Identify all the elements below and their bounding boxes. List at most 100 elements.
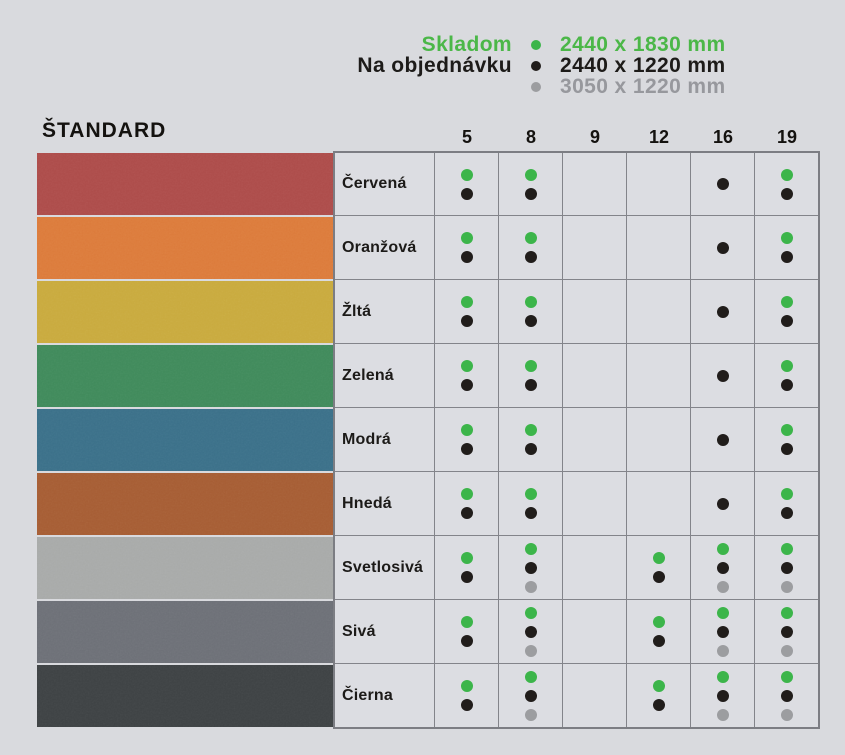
availability-dot-black	[716, 497, 729, 510]
availability-cell	[627, 536, 691, 600]
availability-dot-green	[780, 424, 793, 436]
availability-dot-black	[460, 251, 473, 263]
availability-cell	[563, 152, 627, 216]
availability-dot-black	[780, 443, 793, 455]
swatch-texture	[37, 345, 333, 407]
availability-dot-green	[460, 232, 473, 244]
availability-dot-black	[780, 507, 793, 519]
availability-dot-green	[460, 488, 473, 500]
color-name: Hnedá	[333, 472, 435, 536]
availability-dot-green	[460, 360, 473, 372]
availability-dot-black	[524, 689, 537, 702]
availability-dot-black	[460, 187, 473, 200]
thickness-header: 16	[712, 127, 734, 147]
availability-cell	[435, 536, 499, 600]
availability-cell	[563, 664, 627, 728]
availability-dot-green	[524, 232, 537, 244]
availability-cell	[627, 472, 691, 536]
availability-cell	[499, 600, 563, 664]
color-swatch	[37, 281, 333, 343]
color-name: Sivá	[333, 600, 435, 664]
availability-dot-green	[716, 670, 729, 683]
availability-cell	[691, 664, 755, 728]
availability-cell	[499, 280, 563, 344]
color-swatch	[37, 409, 333, 471]
availability-dot-black	[524, 507, 537, 519]
availability-cell	[499, 664, 563, 728]
availability-dot-black	[780, 379, 793, 391]
swatch-texture	[37, 473, 333, 535]
availability-dot-gray	[524, 644, 537, 657]
availability-cell	[691, 472, 755, 536]
availability-dot-black	[524, 561, 537, 574]
availability-cell	[755, 216, 819, 280]
availability-dot-gray	[716, 644, 729, 657]
availability-dot-green	[524, 670, 537, 683]
swatch-texture	[37, 409, 333, 471]
color-swatch	[37, 217, 333, 279]
swatch-texture	[37, 601, 333, 663]
legend-size-in-stock: 2440 x 1830 mm	[560, 33, 726, 56]
availability-dot-black	[716, 433, 729, 446]
availability-dot-black	[716, 625, 729, 638]
availability-dot-black	[524, 251, 537, 263]
availability-dot-green	[460, 424, 473, 436]
availability-dot-gray	[716, 580, 729, 593]
availability-dot-green	[460, 680, 473, 692]
availability-dot-green	[716, 606, 729, 619]
color-name: Modrá	[333, 408, 435, 472]
thickness-header: 5	[461, 127, 472, 147]
color-swatch	[37, 601, 333, 663]
availability-cell	[755, 152, 819, 216]
availability-cell	[627, 280, 691, 344]
thickness-header: 9	[589, 127, 600, 147]
availability-cell	[691, 344, 755, 408]
availability-dot-gray	[780, 580, 793, 593]
availability-dot-green	[460, 296, 473, 308]
availability-dot-green	[780, 488, 793, 500]
availability-dot-gray	[716, 708, 729, 721]
availability-cell	[691, 600, 755, 664]
availability-dot-green	[524, 542, 537, 555]
availability-dot-black	[780, 689, 793, 702]
availability-cell	[435, 472, 499, 536]
thickness-header: 12	[648, 127, 670, 147]
availability-dot-black	[460, 315, 473, 327]
legend-label-empty	[0, 76, 512, 97]
availability-cell	[755, 280, 819, 344]
availability-dot-green	[460, 552, 473, 564]
color-swatch	[37, 153, 333, 215]
availability-cell	[755, 472, 819, 536]
availability-cell	[499, 408, 563, 472]
availability-cell	[627, 600, 691, 664]
thickness-headers: 5 8 9 12 16 19	[435, 127, 819, 148]
color-name: Zelená	[333, 344, 435, 408]
swatch-texture	[37, 217, 333, 279]
availability-dot-green	[460, 168, 473, 181]
availability-cell	[499, 344, 563, 408]
availability-dot-black	[780, 187, 793, 200]
color-swatch	[37, 345, 333, 407]
availability-cell	[755, 664, 819, 728]
availability-cell	[691, 152, 755, 216]
swatch-texture	[37, 281, 333, 343]
gray-dot-icon	[531, 81, 541, 92]
availability-cell	[499, 216, 563, 280]
availability-dot-green	[780, 232, 793, 244]
availability-cell	[627, 344, 691, 408]
availability-dot-black	[716, 689, 729, 702]
legend: Skladom 2440 x 1830 mm Na objednávku 244…	[0, 34, 845, 97]
availability-cell	[627, 216, 691, 280]
availability-cell	[691, 408, 755, 472]
availability-dot-black	[524, 379, 537, 391]
availability-dot-black	[716, 305, 729, 318]
color-swatch	[37, 537, 333, 599]
availability-cell	[755, 600, 819, 664]
green-dot-icon	[531, 39, 541, 50]
availability-dot-green	[780, 606, 793, 619]
color-name: Žltá	[333, 280, 435, 344]
color-name: Oranžová	[333, 216, 435, 280]
availability-dot-green	[780, 542, 793, 555]
availability-cell	[499, 536, 563, 600]
availability-dot-black	[652, 699, 665, 711]
